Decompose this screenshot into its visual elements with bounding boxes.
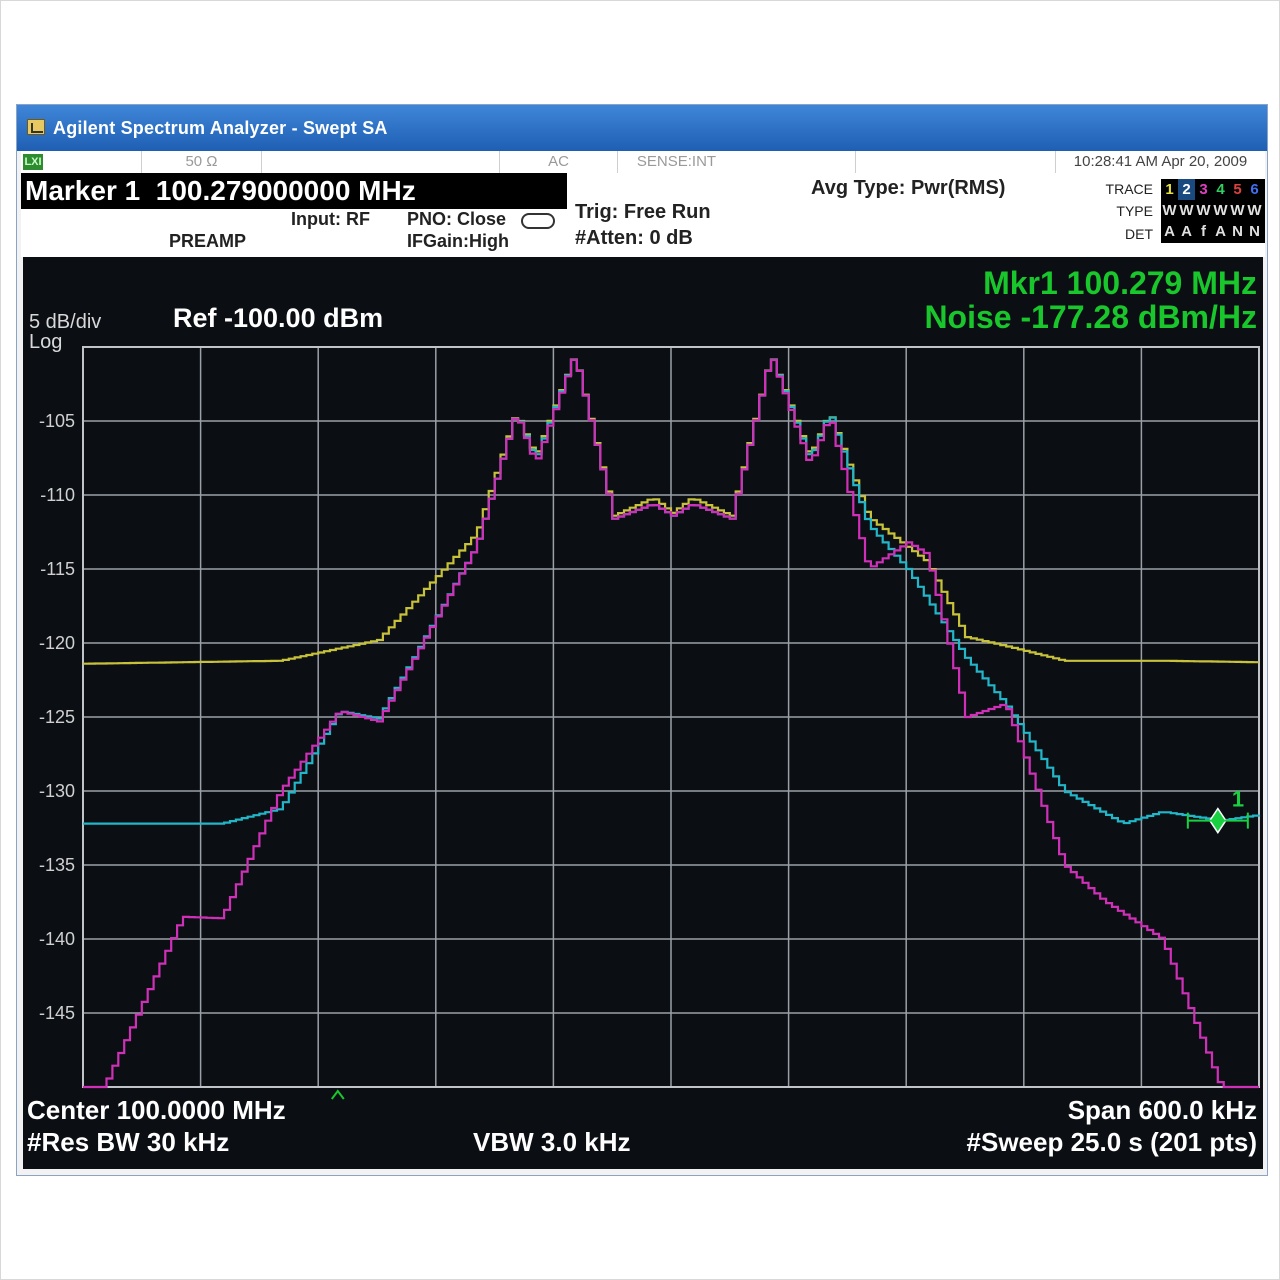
trace-number-1: 1	[1165, 181, 1174, 198]
y-tick-label: -130	[39, 781, 75, 801]
trace-type-1: W	[1162, 202, 1177, 219]
analyzer-app-icon	[27, 119, 45, 135]
graticule-border	[82, 346, 1260, 1088]
status-bar: LXI 50 Ω AC SENSE:INT 10:28:41 AM Apr 20…	[21, 151, 1265, 174]
center-marker-icon	[331, 1089, 345, 1100]
input-setting: Input: RF	[291, 209, 370, 229]
trace-type-6: W	[1247, 202, 1262, 219]
status-cell-empty	[855, 151, 1055, 173]
pno-setting: PNO: Close	[407, 209, 507, 229]
y-tick-label: -145	[39, 1003, 75, 1023]
window-title: Agilent Spectrum Analyzer - Swept SA	[53, 118, 388, 138]
trace-3-line	[83, 358, 1259, 1089]
spectrum-display: Mkr1 100.279 MHz Noise -177.28 dBm/Hz 5 …	[23, 257, 1263, 1169]
center-frequency: Center 100.0000 MHz	[27, 1095, 286, 1125]
y-tick-label: -140	[39, 929, 75, 949]
trace-type-3: W	[1196, 202, 1211, 219]
span: Span 600.0 kHz	[1067, 1095, 1257, 1125]
sense-status: SENSE:INT	[617, 151, 735, 173]
analyzer-window: Agilent Spectrum Analyzer - Swept SA LXI…	[16, 104, 1268, 1176]
trace-type-4: W	[1213, 202, 1228, 219]
impedance-status: 50 Ω	[141, 151, 261, 173]
det-label: DET	[1125, 226, 1153, 242]
trace-det-4: A	[1215, 223, 1226, 240]
trace-number-5: 5	[1233, 181, 1242, 198]
trace-label: TRACE	[1105, 181, 1153, 197]
type-label: TYPE	[1116, 203, 1153, 219]
y-tick-label: -115	[40, 559, 75, 579]
trace-number-2: 2	[1178, 179, 1195, 200]
reference-level: Ref -100.00 dBm	[173, 303, 384, 333]
trace-det-3: f	[1201, 223, 1206, 240]
y-tick-label: -110	[40, 485, 75, 505]
title-bar: Agilent Spectrum Analyzer - Swept SA	[17, 105, 1267, 151]
avg-type-setting: Avg Type: Pwr(RMS)	[811, 177, 1006, 199]
marker-frequency-readout[interactable]: Marker 1 100.279000000 MHz	[21, 173, 567, 209]
pno-toggle-icon	[521, 213, 555, 229]
marker-readout-noise: Noise -177.28 dBm/Hz	[924, 299, 1257, 335]
marker-readout-frequency: Mkr1 100.279 MHz	[983, 265, 1257, 301]
timestamp: 10:28:41 AM Apr 20, 2009	[1055, 151, 1265, 173]
trace-det-6: N	[1249, 223, 1260, 240]
trace-number-6: 6	[1250, 181, 1259, 198]
y-tick-label: -105	[39, 411, 75, 431]
y-tick-label: -125	[39, 707, 75, 727]
trace-type-5: W	[1230, 202, 1245, 219]
trace-det-5: N	[1232, 223, 1243, 240]
y-tick-label: -135	[39, 855, 75, 875]
trace-number-3: 3	[1199, 181, 1208, 198]
trigger-setting: Trig: Free Run	[575, 201, 711, 223]
y-tick-label: -120	[39, 633, 75, 653]
coupling-status: AC	[499, 151, 617, 173]
marker-1-number: 1	[1232, 787, 1244, 812]
spectrum-plot[interactable]: -105 -110 -115 -120 -125 -130 -135 -140 -145 1	[23, 257, 1263, 1169]
ifgain-setting: IFGain:High	[407, 231, 509, 251]
trace-det-2: A	[1181, 223, 1192, 240]
trace-number-4: 4	[1216, 181, 1225, 198]
scale-per-div: 5 dB/div	[29, 311, 102, 333]
video-bandwidth: VBW 3.0 kHz	[473, 1127, 631, 1157]
scale-type: Log	[29, 331, 63, 353]
trace-type-2: W	[1179, 202, 1194, 219]
resolution-bandwidth: #Res BW 30 kHz	[27, 1127, 230, 1157]
attenuation-setting: #Atten: 0 dB	[575, 227, 693, 249]
lxi-badge: LXI	[23, 154, 43, 170]
preamp-setting: PREAMP	[169, 231, 247, 251]
trace-1-line	[83, 358, 1259, 665]
sweep-time: #Sweep 25.0 s (201 pts)	[966, 1127, 1257, 1157]
settings-info-bar: Marker 1 100.279000000 MHz Input: RF PRE…	[21, 173, 1265, 257]
trace-det-1: A	[1164, 223, 1175, 240]
status-cell-empty	[261, 151, 379, 173]
